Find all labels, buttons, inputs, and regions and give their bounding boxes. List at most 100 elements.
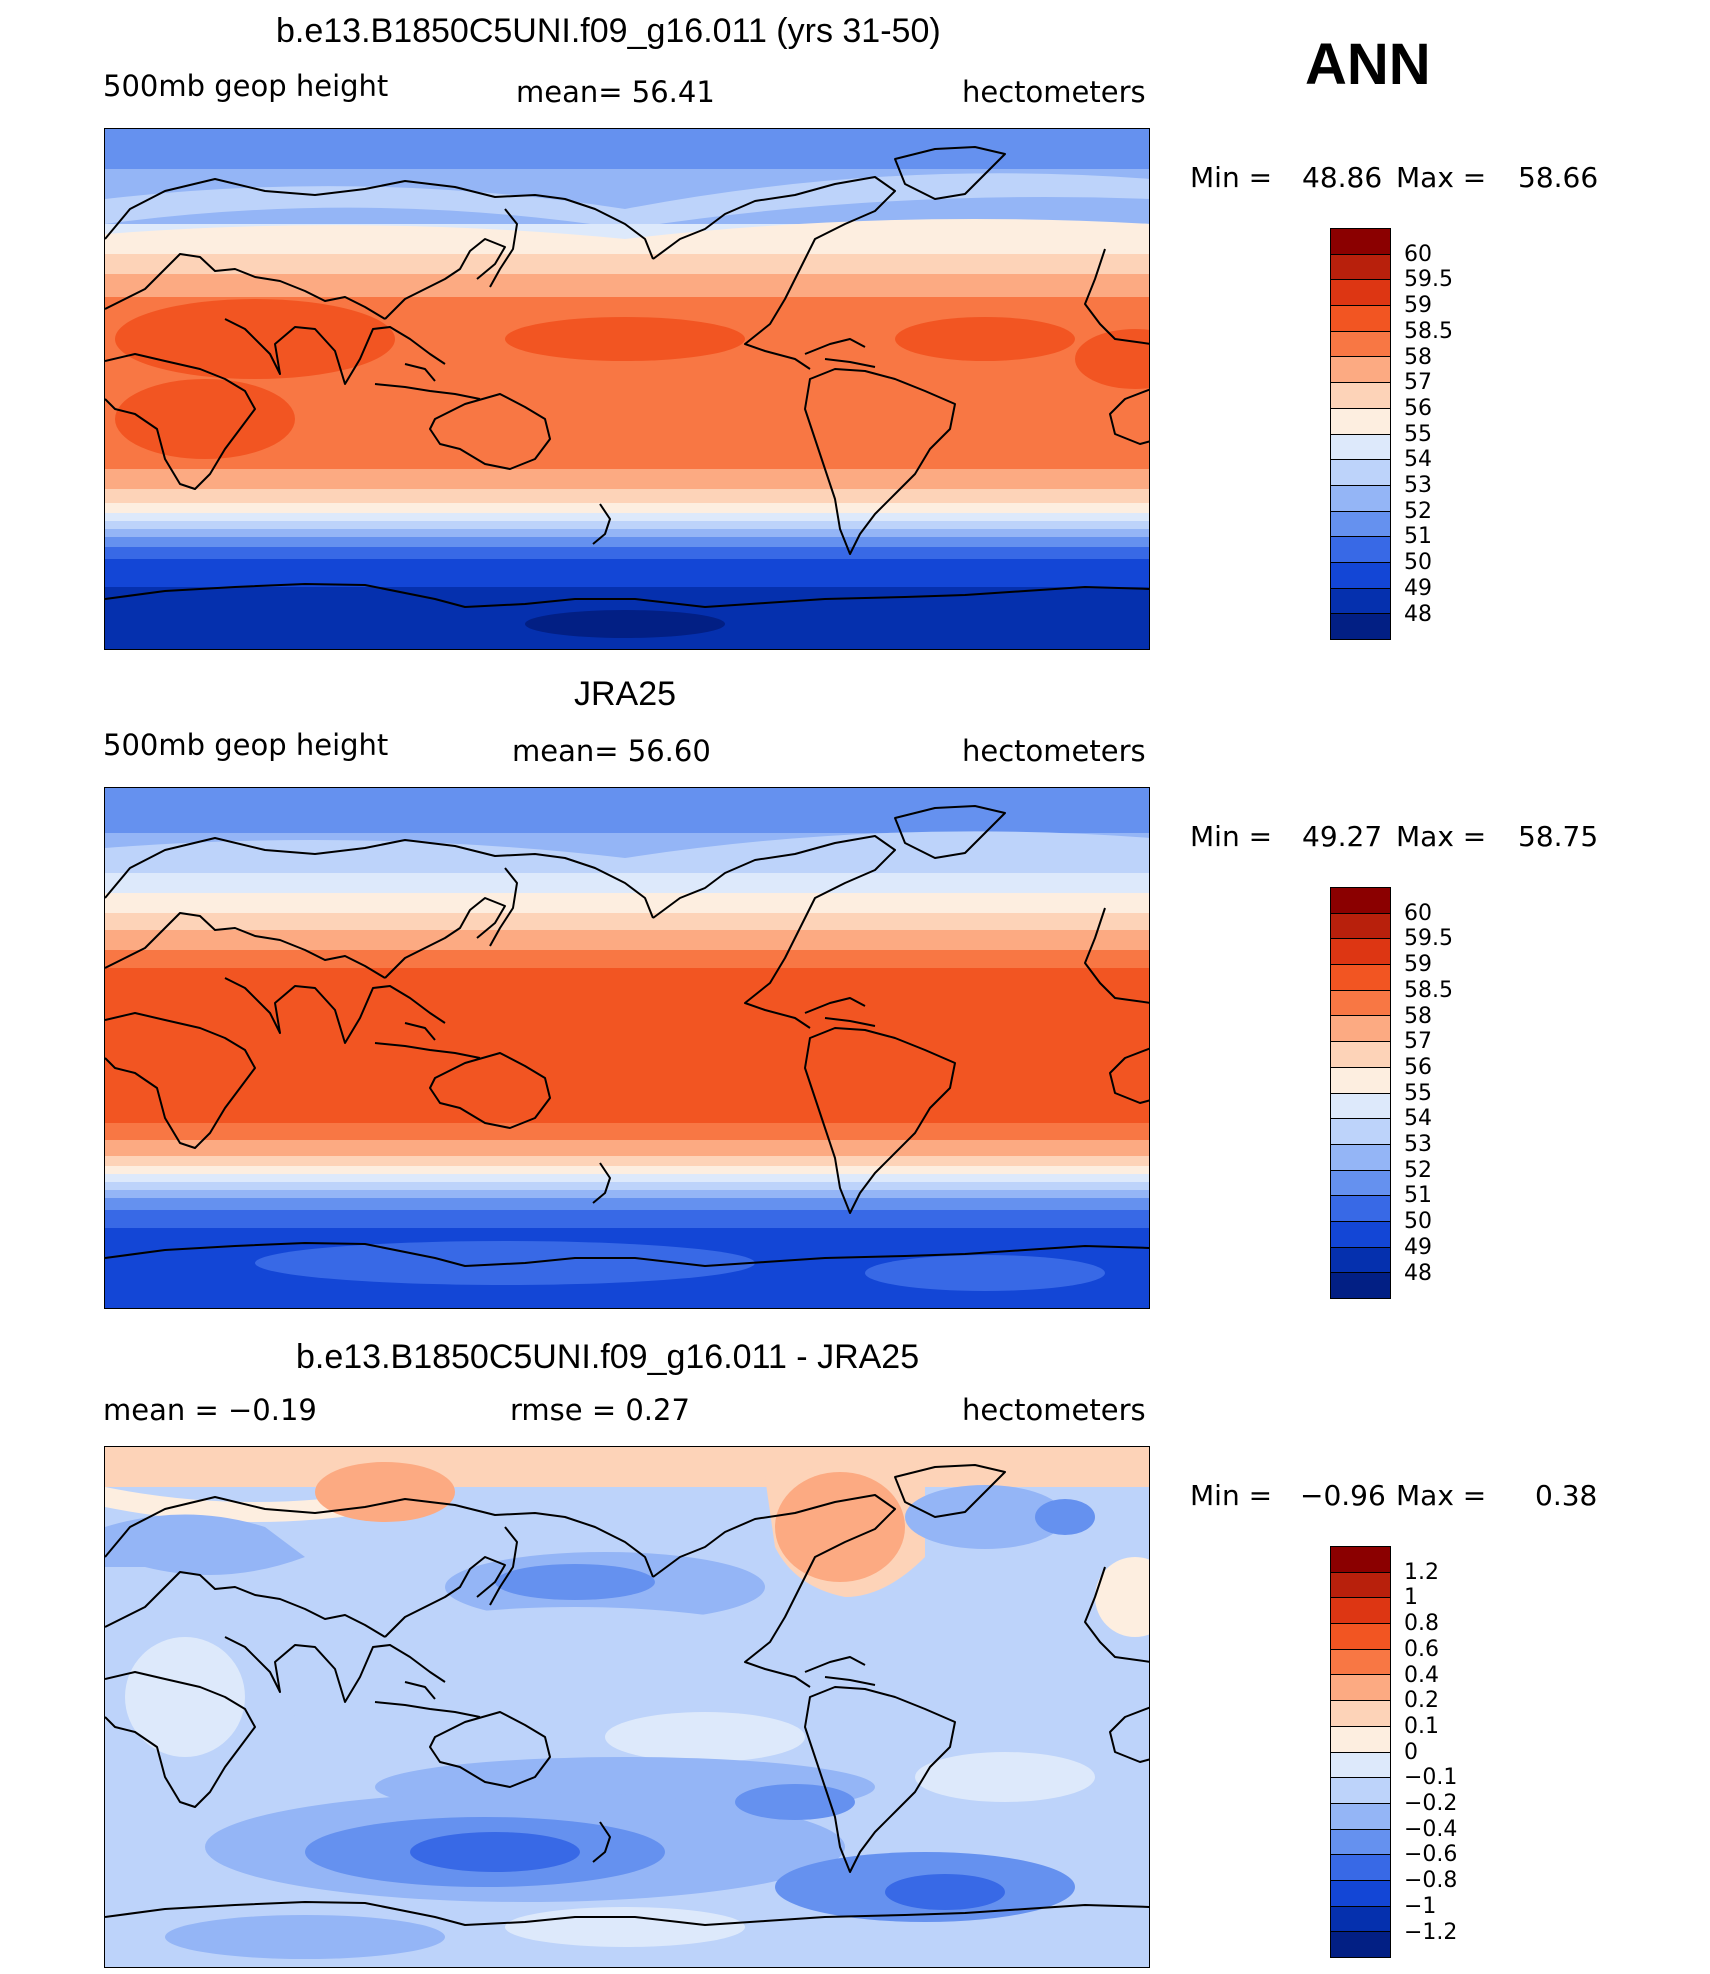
colorbar-label: 48: [1404, 1260, 1432, 1286]
colorbar-label: 57: [1404, 370, 1432, 396]
colorbar-cell: [1330, 1623, 1391, 1650]
colorbar-cell: [1330, 1571, 1391, 1599]
colorbar-cell: [1330, 1546, 1391, 1573]
panel1-max-label: Max =: [1396, 161, 1487, 194]
season-label: ANN: [1305, 32, 1431, 97]
colorbar-label: 0.4: [1404, 1662, 1439, 1688]
colorbar-cell: [1330, 938, 1391, 966]
panel2-map-svg: [105, 788, 1149, 1308]
colorbar-label: 0.8: [1404, 1611, 1439, 1637]
colorbar-label: 54: [1404, 1106, 1432, 1132]
panel3-min-label: Min =: [1190, 1479, 1273, 1512]
panel2-map: [104, 787, 1150, 1309]
panel3-map: [104, 1446, 1150, 1968]
colorbar-cell: [1330, 1777, 1391, 1804]
colorbar-label: 0: [1404, 1739, 1418, 1765]
colorbar-label: 56: [1404, 1054, 1432, 1080]
colorbar-cell: [1330, 1828, 1391, 1856]
panel3-mean: mean = −0.19: [103, 1393, 317, 1427]
colorbar-label: 54: [1404, 447, 1432, 473]
colorbar-label: 59: [1404, 293, 1432, 319]
colorbar-label: 51: [1404, 1183, 1432, 1209]
colorbar-cell: [1330, 1066, 1391, 1094]
panel3-map-svg: [105, 1447, 1149, 1967]
colorbar-label: 53: [1404, 1132, 1432, 1157]
colorbar-cell: [1330, 1092, 1391, 1120]
colorbar-cell: [1330, 887, 1391, 914]
colorbar-cell: [1330, 484, 1391, 512]
panel2-max-label: Max =: [1396, 820, 1487, 853]
colorbar-label: −0.6: [1404, 1842, 1458, 1868]
colorbar-label: 52: [1404, 498, 1432, 524]
colorbar-label: 50: [1404, 550, 1432, 576]
colorbar-label: 50: [1404, 1209, 1432, 1235]
panel3-max-label: Max =: [1396, 1479, 1487, 1512]
colorbar-label: 58.5: [1404, 318, 1453, 344]
colorbar-label: 55: [1404, 1080, 1432, 1106]
colorbar-label: 56: [1404, 395, 1432, 421]
colorbar-label: −1: [1404, 1893, 1437, 1919]
colorbar-label: 58: [1404, 344, 1432, 370]
colorbar-label: 1.2: [1404, 1559, 1439, 1585]
colorbar-label: 49: [1404, 1234, 1432, 1260]
colorbar-cell: [1330, 1118, 1391, 1145]
colorbar-cell: [1330, 1041, 1391, 1068]
colorbar-label: −0.8: [1404, 1868, 1458, 1894]
colorbar-cell: [1330, 1597, 1391, 1625]
colorbar-cell: [1330, 587, 1391, 615]
colorbar-label: 59.5: [1404, 267, 1453, 293]
colorbar-cell: [1330, 510, 1391, 538]
colorbar-cell: [1330, 459, 1391, 486]
colorbar-label: −0.4: [1404, 1816, 1458, 1842]
colorbar-cell: [1330, 1879, 1391, 1907]
colorbar-cell: [1330, 1648, 1391, 1676]
colorbar-label: 55: [1404, 421, 1432, 447]
colorbar-label: 1: [1404, 1585, 1418, 1611]
colorbar-cell: [1330, 279, 1391, 307]
colorbar-cell: [1330, 356, 1391, 384]
panel2-min-label: Min =: [1190, 820, 1273, 853]
colorbar-cell: [1330, 330, 1391, 358]
colorbar-label: −0.1: [1404, 1765, 1458, 1791]
colorbar-label: 0.2: [1404, 1688, 1439, 1714]
panel2-mean: mean= 56.60: [512, 734, 711, 768]
panel2-max-value: 58.75: [1518, 820, 1599, 853]
colorbar-label: 52: [1404, 1157, 1432, 1183]
panel1-max-value: 58.66: [1518, 161, 1599, 194]
colorbar-cell: [1330, 613, 1391, 640]
colorbar-cell: [1330, 1272, 1391, 1299]
panel2-units: hectometers: [962, 734, 1146, 768]
colorbar-label: 57: [1404, 1029, 1432, 1055]
panel3-units: hectometers: [962, 1393, 1146, 1427]
colorbar-cell: [1330, 1143, 1391, 1171]
panel1-colorbar: [1330, 228, 1391, 640]
colorbar-cell: [1330, 1905, 1391, 1933]
colorbar-cell: [1330, 407, 1391, 435]
colorbar-cell: [1330, 305, 1391, 332]
colorbar-label: −0.2: [1404, 1791, 1458, 1816]
colorbar-cell: [1330, 561, 1391, 589]
panel1-mean: mean= 56.41: [516, 75, 715, 109]
colorbar-cell: [1330, 1802, 1391, 1830]
colorbar-cell: [1330, 1725, 1391, 1753]
colorbar-cell: [1330, 253, 1391, 281]
colorbar-label: 51: [1404, 524, 1432, 550]
colorbar-cell: [1330, 1931, 1391, 1958]
panel1-title: b.e13.B1850C5UNI.f09_g16.011 (yrs 31-50): [276, 12, 941, 50]
colorbar-label: −1.2: [1404, 1919, 1458, 1945]
colorbar-cell: [1330, 1246, 1391, 1274]
colorbar-label: 0.6: [1404, 1636, 1439, 1662]
colorbar-label: 60: [1404, 900, 1432, 926]
colorbar-cell: [1330, 1169, 1391, 1197]
panel3-max-value: 0.38: [1535, 1479, 1598, 1512]
colorbar-cell: [1330, 1751, 1391, 1779]
colorbar-label: 0.1: [1404, 1713, 1439, 1739]
colorbar-label: 58.5: [1404, 977, 1453, 1003]
panel3-min-value: −0.96: [1300, 1479, 1386, 1512]
panel1-min-value: 48.86: [1302, 161, 1383, 194]
colorbar-cell: [1330, 1674, 1391, 1702]
panel3-rmse: rmse = 0.27: [510, 1393, 690, 1427]
colorbar-cell: [1330, 1854, 1391, 1881]
panel2-variable: 500mb geop height: [103, 728, 389, 762]
colorbar-cell: [1330, 1195, 1391, 1222]
